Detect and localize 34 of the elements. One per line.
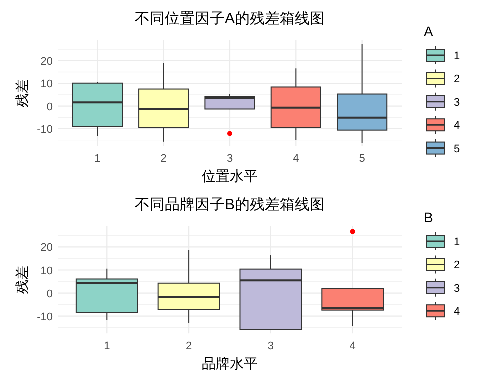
legend-label: 2 xyxy=(454,74,460,86)
y-axis-title: 残差 xyxy=(14,266,30,294)
legend-label: 5 xyxy=(454,143,460,156)
x-axis-title: 位置水平 xyxy=(202,168,258,184)
x-tick-label: 2 xyxy=(186,340,192,353)
x-tick-label: 1 xyxy=(94,153,101,165)
x-tick-label: 1 xyxy=(104,340,110,353)
legend-title: A xyxy=(424,24,434,40)
x-tick-label: 4 xyxy=(293,153,300,165)
y-tick-label: 0 xyxy=(46,288,53,300)
x-axis-title: 品牌水平 xyxy=(202,356,258,372)
y-tick-label: -10 xyxy=(37,124,53,136)
x-tick-label: 5 xyxy=(359,153,366,165)
legend-label: 3 xyxy=(454,96,460,109)
chart-title: 不同位置因子A的残差箱线图 xyxy=(134,10,326,28)
y-tick-label: 10 xyxy=(40,265,53,278)
y-tick-label: -10 xyxy=(37,311,53,324)
y-tick-label: 20 xyxy=(40,56,53,68)
legend-label: 4 xyxy=(454,120,460,132)
legend-title: B xyxy=(424,210,434,226)
legend-label: 2 xyxy=(454,260,460,272)
x-tick-label: 4 xyxy=(350,340,356,353)
y-tick-label: 20 xyxy=(40,242,53,254)
y-tick-label: 0 xyxy=(46,101,53,114)
y-axis-title: 残差 xyxy=(14,79,30,108)
legend-label: 4 xyxy=(454,306,460,318)
chart-title: 不同品牌因子B的残差箱线图 xyxy=(134,196,326,214)
x-tick-label: 3 xyxy=(268,340,274,353)
legend-label: 1 xyxy=(454,236,460,248)
x-tick-label: 2 xyxy=(160,153,167,165)
legend-label: 1 xyxy=(454,50,460,62)
x-tick-label: 3 xyxy=(226,153,234,165)
legend-label: 3 xyxy=(454,282,460,295)
y-tick-label: 10 xyxy=(40,78,53,91)
